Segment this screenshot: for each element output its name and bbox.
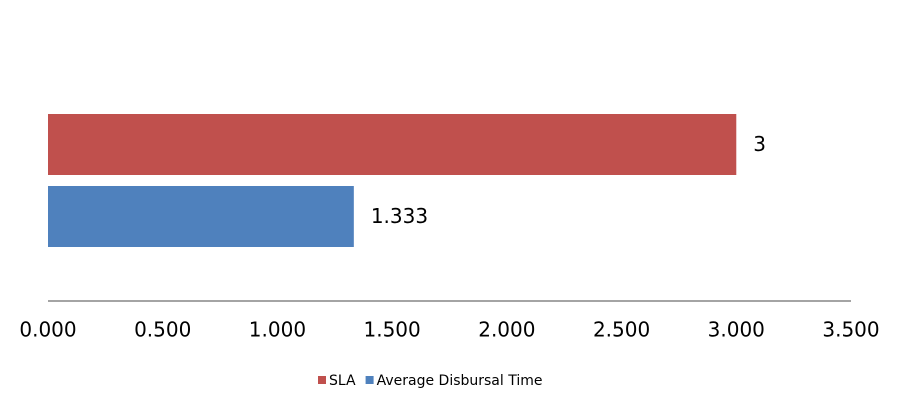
legend-swatch xyxy=(365,376,374,384)
data-label: 1.333 xyxy=(371,204,428,228)
legend: SLA Average Disbursal Time xyxy=(318,373,543,389)
x-tick-label: 3.500 xyxy=(822,318,879,342)
x-tick-label: 2.500 xyxy=(593,318,650,342)
x-tick-label: 0.500 xyxy=(134,318,191,342)
x-tick-label: 1.000 xyxy=(249,318,306,342)
x-tick-label: 3.000 xyxy=(708,318,765,342)
legend-swatch xyxy=(318,376,326,384)
bar xyxy=(48,186,354,247)
x-tick-label: 1.500 xyxy=(364,318,421,342)
data-label: 3 xyxy=(753,132,766,156)
legend-label: Average Disbursal Time xyxy=(377,373,543,389)
x-tick-label: 2.000 xyxy=(478,318,535,342)
x-tick-label: 0.000 xyxy=(19,318,76,342)
bar xyxy=(48,114,737,175)
legend-label: SLA xyxy=(329,373,356,389)
